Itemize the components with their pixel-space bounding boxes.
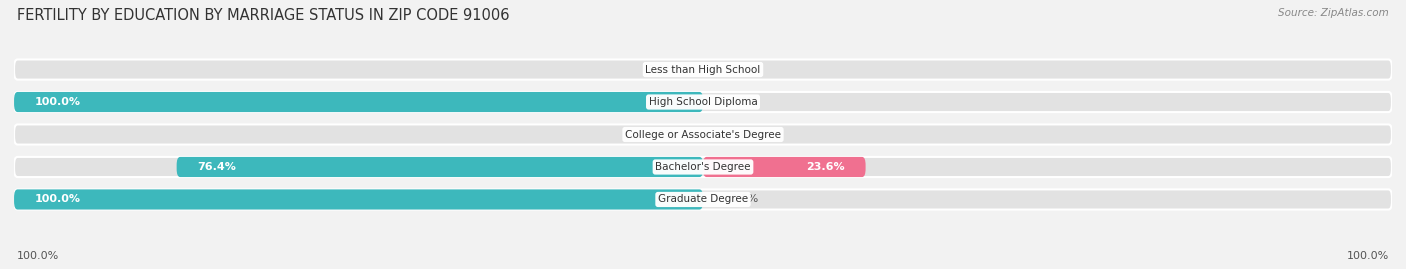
FancyBboxPatch shape	[14, 125, 1392, 144]
FancyBboxPatch shape	[14, 92, 703, 112]
Text: 100.0%: 100.0%	[35, 194, 80, 204]
FancyBboxPatch shape	[14, 189, 1392, 210]
FancyBboxPatch shape	[703, 157, 866, 177]
FancyBboxPatch shape	[14, 59, 1392, 80]
Text: College or Associate's Degree: College or Associate's Degree	[626, 129, 780, 140]
Text: 0.0%: 0.0%	[647, 65, 675, 75]
Text: 0.0%: 0.0%	[731, 194, 759, 204]
Text: Source: ZipAtlas.com: Source: ZipAtlas.com	[1278, 8, 1389, 18]
Text: Graduate Degree: Graduate Degree	[658, 194, 748, 204]
Text: 0.0%: 0.0%	[731, 97, 759, 107]
Text: 0.0%: 0.0%	[647, 129, 675, 140]
Text: 76.4%: 76.4%	[197, 162, 236, 172]
Text: Bachelor's Degree: Bachelor's Degree	[655, 162, 751, 172]
Text: 100.0%: 100.0%	[1347, 251, 1389, 261]
FancyBboxPatch shape	[14, 157, 1392, 177]
Text: 23.6%: 23.6%	[806, 162, 845, 172]
Text: 0.0%: 0.0%	[731, 129, 759, 140]
Text: High School Diploma: High School Diploma	[648, 97, 758, 107]
FancyBboxPatch shape	[14, 92, 1392, 112]
Text: FERTILITY BY EDUCATION BY MARRIAGE STATUS IN ZIP CODE 91006: FERTILITY BY EDUCATION BY MARRIAGE STATU…	[17, 8, 509, 23]
Text: Less than High School: Less than High School	[645, 65, 761, 75]
Text: 100.0%: 100.0%	[17, 251, 59, 261]
FancyBboxPatch shape	[177, 157, 703, 177]
Text: 100.0%: 100.0%	[35, 97, 80, 107]
Text: 0.0%: 0.0%	[731, 65, 759, 75]
FancyBboxPatch shape	[14, 189, 703, 210]
